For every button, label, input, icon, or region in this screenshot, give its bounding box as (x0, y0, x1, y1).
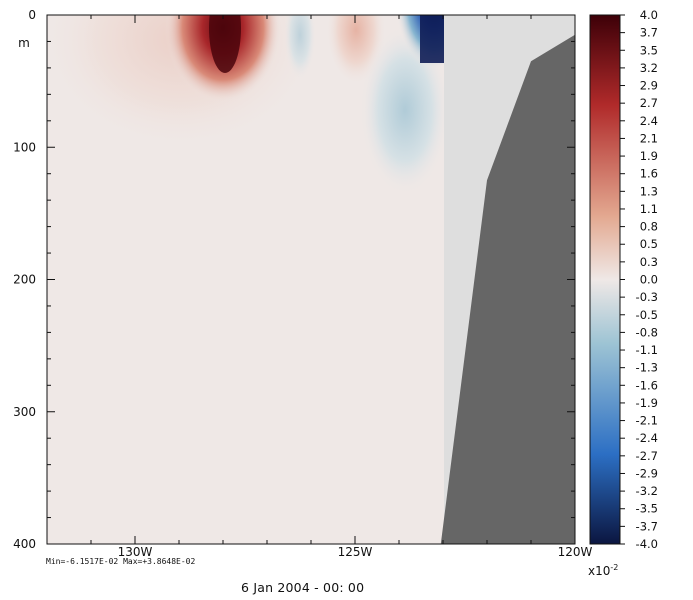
colorbar-multiplier: x10-2 (588, 563, 618, 578)
colorbar-label: -1.6 (636, 378, 658, 392)
colorbar-label: 2.1 (640, 131, 658, 145)
y-axis-unit: m (18, 36, 30, 50)
x-tick-labels: 130W 125W 120W (118, 545, 593, 559)
positive-core-inner (209, 15, 241, 73)
colorbar-label: 3.5 (640, 43, 658, 57)
colorbar-label: -0.3 (636, 290, 658, 304)
y-tick-label: 0 (28, 8, 36, 22)
y-tick-label: 100 (13, 140, 36, 154)
colorbar-label: -3.2 (636, 484, 658, 498)
colorbar-label: 0.0 (640, 273, 658, 287)
colorbar-label: -0.8 (636, 325, 658, 339)
colorbar-label: -2.7 (636, 449, 658, 463)
timestamp: 6 Jan 2004 - 00: 00 (241, 580, 365, 595)
colorbar-label: -2.9 (636, 466, 658, 480)
plot-field (47, 15, 575, 544)
colorbar-label: 0.8 (640, 220, 658, 234)
x-tick-label: 130W (118, 545, 153, 559)
x-tick-label: 120W (558, 545, 593, 559)
colorbar-label: 1.6 (640, 167, 658, 181)
colorbar-label: 3.2 (640, 61, 658, 75)
min-max-readout: Min=-6.1517E-02 Max=+3.8648E-02 (46, 557, 196, 566)
colorbar-label: -1.1 (636, 343, 658, 357)
colorbar-label: -4.0 (636, 537, 658, 551)
y-tick-label: 200 (13, 273, 36, 287)
colorbar-label: 1.3 (640, 184, 658, 198)
colorbar-label: -2.1 (636, 414, 658, 428)
colorbar-label: 2.7 (640, 96, 658, 110)
colorbar-label: 2.4 (640, 114, 658, 128)
topography (440, 15, 575, 544)
colorbar-label: -2.4 (636, 431, 658, 445)
colorbar-label: 3.7 (640, 26, 658, 40)
y-tick-label: 400 (13, 537, 36, 551)
colorbar-label: -3.5 (636, 502, 658, 516)
x-tick-label: 125W (338, 545, 373, 559)
colorbar-gradient (590, 15, 620, 544)
axis-ticks (46, 14, 576, 545)
colorbar-label: -0.5 (636, 308, 658, 322)
colorbar-label: 2.9 (640, 79, 658, 93)
colorbar-label: 1.9 (640, 149, 658, 163)
colorbar-label: -3.7 (636, 519, 658, 533)
negative-core-edge (420, 15, 444, 63)
colorbar-ticks: 4.0 3.7 3.5 3.2 2.9 2.7 2.4 2.1 1.9 1.6 1.3 1.1 0.8 0… (620, 8, 658, 551)
negative-faint (284, 15, 316, 80)
colorbar-label: 0.5 (640, 237, 658, 251)
y-tick-labels: 0 100 200 300 400 (13, 8, 36, 551)
colorbar-label: -1.9 (636, 396, 658, 410)
y-tick-label: 300 (13, 405, 36, 419)
colorbar-label: 4.0 (640, 8, 658, 22)
colorbar-label: 0.3 (640, 255, 658, 269)
colorbar: 4.0 3.7 3.5 3.2 2.9 2.7 2.4 2.1 1.9 1.6 1.3 1.1 0.8 0… (588, 8, 658, 578)
colorbar-label: -1.3 (636, 361, 658, 375)
colorbar-label: 1.1 (640, 202, 658, 216)
